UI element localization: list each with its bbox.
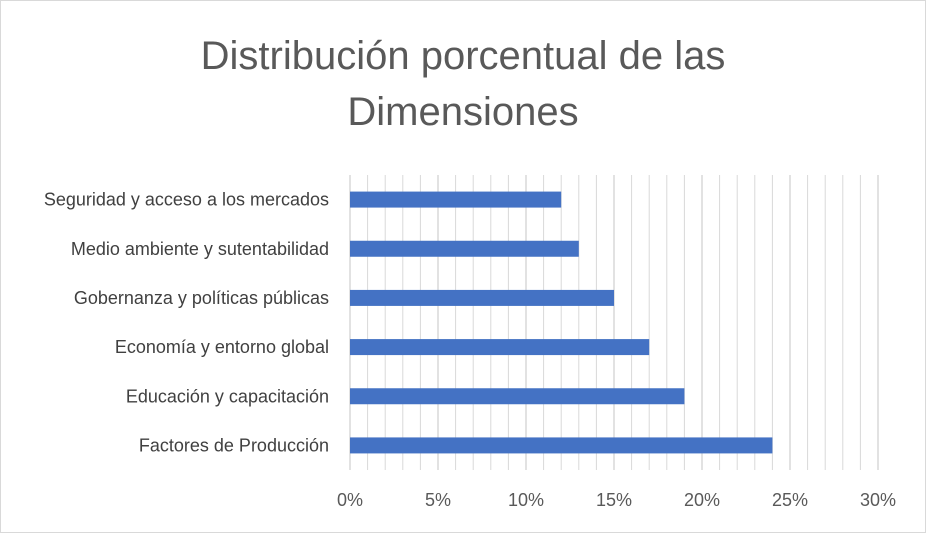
x-axis-tick-labels: 0% 5% 10% 15% 20% 25% 30%	[337, 490, 896, 510]
category-label: Educación y capacitación	[126, 386, 329, 406]
bar-4	[350, 339, 650, 356]
x-tick-label: 20%	[684, 490, 720, 510]
chart-title: Distribución porcentual de las Dimension…	[0, 28, 926, 140]
bar-1	[350, 191, 562, 208]
bar-5	[350, 388, 685, 405]
bar-3	[350, 289, 614, 306]
bar-2	[350, 240, 579, 257]
x-tick-label: 25%	[772, 490, 808, 510]
category-label: Economía y entorno global	[115, 337, 329, 357]
x-tick-label: 30%	[860, 490, 896, 510]
category-labels: Seguridad y acceso a los mercados Medio a…	[44, 190, 329, 456]
category-label: Medio ambiente y sutentabilidad	[71, 239, 329, 259]
category-label: Seguridad y acceso a los mercados	[44, 190, 329, 210]
chart-title-line-2: Dimensiones	[347, 90, 579, 134]
gridlines	[349, 175, 879, 470]
category-label: Factores de Producción	[139, 435, 329, 455]
chart-title-line-1: Distribución porcentual de las	[200, 34, 726, 78]
x-tick-label: 10%	[508, 490, 544, 510]
x-tick-label: 5%	[425, 490, 451, 510]
x-tick-label: 15%	[596, 490, 632, 510]
bar-6	[350, 437, 773, 454]
bars	[350, 191, 773, 454]
x-tick-label: 0%	[337, 490, 363, 510]
category-label: Gobernanza y políticas públicas	[74, 288, 329, 308]
